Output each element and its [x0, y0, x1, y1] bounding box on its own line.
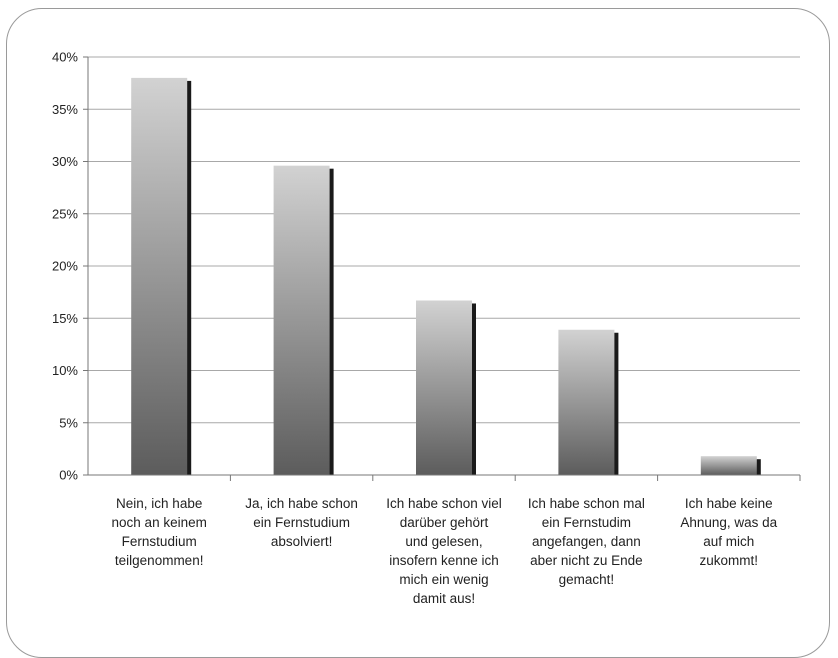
x-category-label: Nein, ich habe noch an keinem Fernstudiu…	[111, 496, 207, 568]
y-tick-label: 20%	[52, 259, 78, 274]
bar-chart: 0% 5% 10% 15% 20% 25% 30% 35% 40%	[52, 50, 801, 483]
bar	[416, 300, 472, 475]
y-tick-label: 30%	[52, 154, 78, 169]
bar	[700, 456, 757, 475]
bar	[273, 165, 330, 475]
x-category-label: Ich habe keine Ahnung, was da auf mich z…	[680, 496, 778, 568]
x-category-label: Ich habe schon viel darüber gehört und g…	[386, 496, 502, 606]
x-category-label: Ja, ich habe schon ein Fernstudium absol…	[245, 496, 358, 549]
x-category-label: Ich habe schon mal ein Fernstudim angefa…	[527, 496, 645, 587]
bar	[131, 77, 188, 476]
y-tick-label: 15%	[52, 311, 78, 326]
bar	[558, 329, 615, 475]
y-tick-label: 0%	[59, 468, 78, 483]
y-tick-label: 25%	[52, 206, 78, 221]
y-tick-label: 10%	[52, 363, 78, 378]
y-tick-label: 35%	[52, 102, 78, 117]
y-tick-label: 5%	[59, 415, 78, 430]
y-tick-label: 40%	[52, 50, 78, 65]
